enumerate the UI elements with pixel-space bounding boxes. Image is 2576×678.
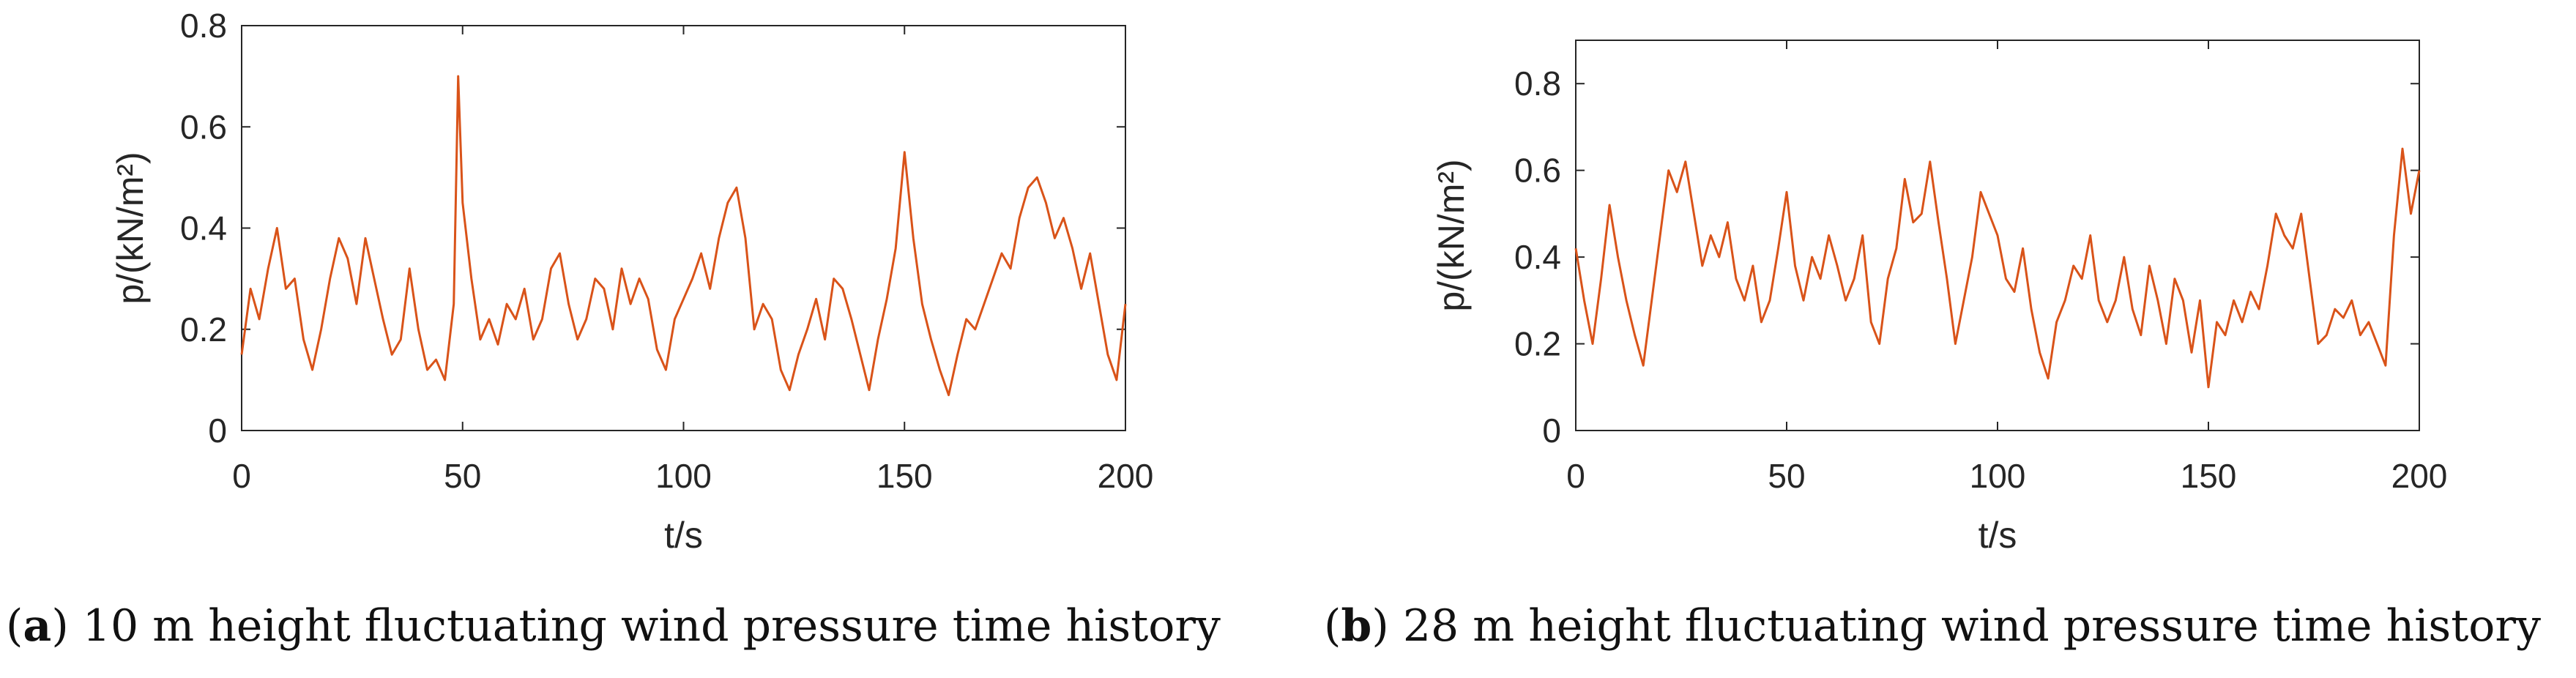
chart-a: 0 50 100 150 200 0 0.2 0.4 0.6 0.8 t/s p/(kN/m²) [110, 7, 1154, 556]
chart-b-x-axis-label: t/s [1978, 515, 2017, 556]
chart-a-x-tick-label-0: 0 [232, 457, 251, 495]
chart-a-y-tick-label-1: 0.2 [180, 310, 227, 349]
chart-b-x-tick-label-3: 150 [2181, 457, 2237, 495]
chart-b-y-tick-label-2: 0.4 [1514, 238, 1561, 276]
caption-a: (a) 10 m height fluctuating wind pressur… [6, 600, 1221, 652]
chart-a-x-tick-label-2: 100 [655, 457, 712, 495]
chart-a-y-tick-label-0: 0 [208, 411, 227, 450]
chart-a-x-axis-label: t/s [664, 515, 703, 556]
chart-b-x-tick-label-0: 0 [1566, 457, 1585, 495]
chart-b-x-tick-label-1: 50 [1768, 457, 1805, 495]
chart-a-x-tick-label-3: 150 [876, 457, 933, 495]
chart-a-y-tick-label-2: 0.4 [180, 209, 227, 247]
caption-b-letter: b [1341, 600, 1372, 652]
chart-a-plot-area [241, 25, 1126, 431]
chart-a-y-tick-label-3: 0.6 [180, 108, 227, 146]
chart-b-x-tick-label-2: 100 [1970, 457, 2026, 495]
chart-a-x-tick-label-1: 50 [444, 457, 481, 495]
caption-b: (b) 28 m height fluctuating wind pressur… [1324, 600, 2542, 652]
chart-b-y-tick-label-1: 0.2 [1514, 325, 1561, 363]
chart-b: 0 50 100 150 200 0 0.2 0.4 0.6 0.8 t/s p/(kN/m²) [1431, 40, 2448, 556]
chart-b-x-tick-label-4: 200 [2391, 457, 2448, 495]
chart-b-series-line [1574, 147, 2421, 389]
caption-b-text: 28 m height fluctuating wind pressure ti… [1388, 600, 2542, 652]
chart-b-y-tick-label-0: 0 [1542, 411, 1561, 450]
chart-b-y-axis-label: p/(kN/m²) [1431, 159, 1472, 311]
caption-a-text: 10 m height fluctuating wind pressure ti… [68, 600, 1221, 652]
chart-a-y-axis-label: p/(kN/m²) [110, 152, 151, 304]
chart-a-x-tick-label-4: 200 [1098, 457, 1154, 495]
caption-a-letter: a [23, 600, 52, 652]
chart-a-y-tick-label-4: 0.8 [180, 7, 227, 45]
chart-a-series-line [240, 75, 1127, 397]
chart-b-y-tick-label-4: 0.8 [1514, 64, 1561, 103]
chart-b-y-tick-label-3: 0.6 [1514, 152, 1561, 190]
